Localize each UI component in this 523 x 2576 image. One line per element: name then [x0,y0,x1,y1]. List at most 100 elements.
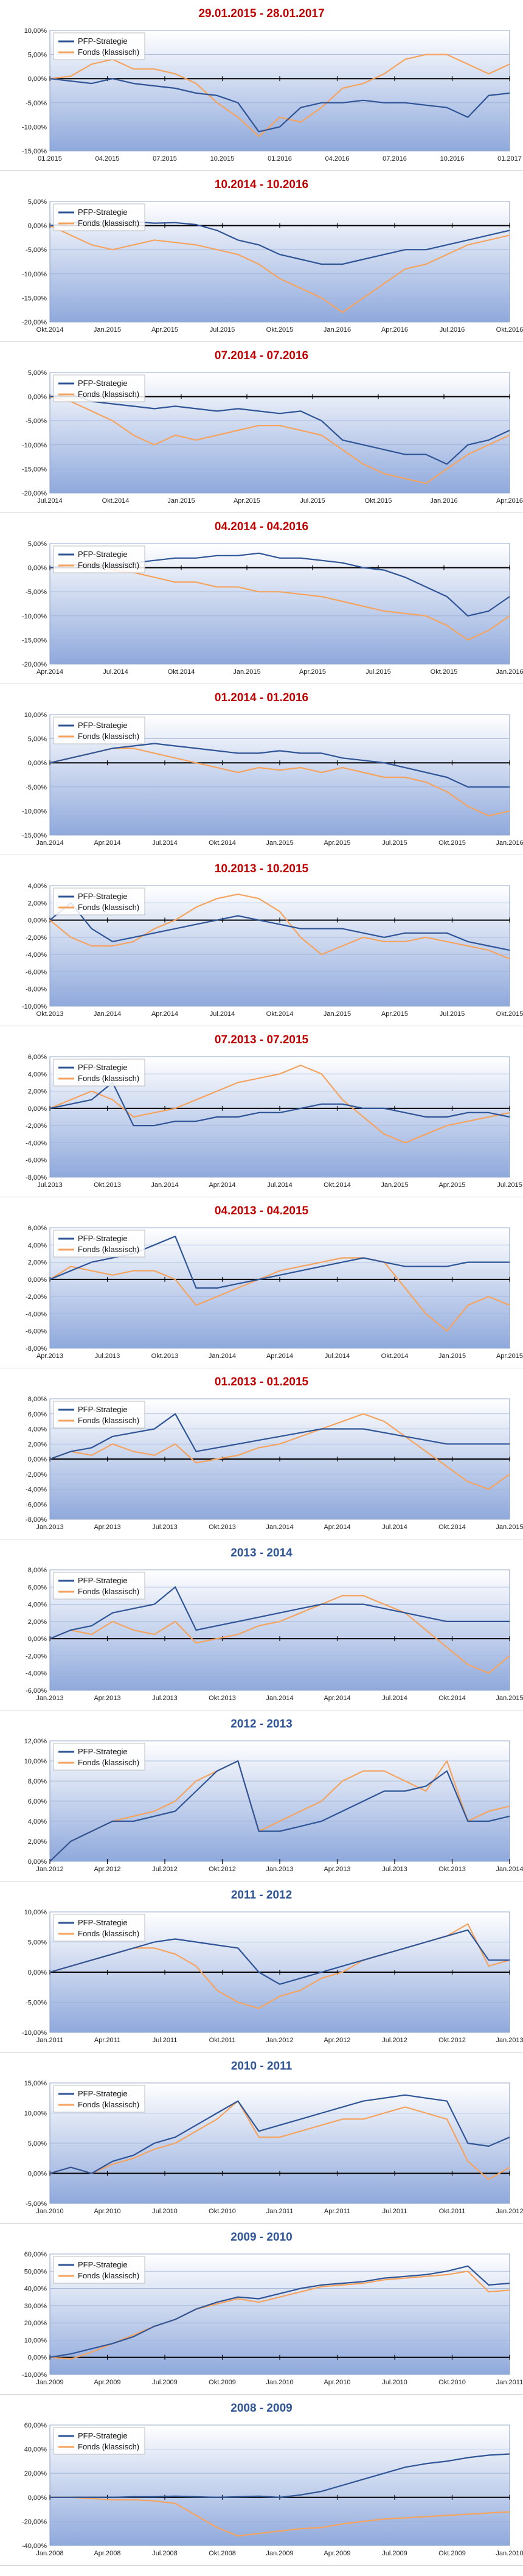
y-tick-label: 10,00% [24,1909,47,1916]
x-tick-label: Apr.2014 [266,1353,293,1360]
x-tick-label: Apr.2008 [94,2550,120,2557]
x-tick-label: Jul.2015 [440,1010,465,1018]
y-tick-label: -15,00% [22,637,47,644]
x-tick-label: Okt.2012 [438,2037,466,2044]
x-tick-label: 07.2016 [383,155,407,163]
x-tick-label: Jul.2014 [37,497,63,505]
x-tick-label: Okt.2014 [381,1353,409,1360]
y-tick-label: -6,00% [26,1157,47,1164]
x-tick-label: Apr.2012 [94,1866,120,1873]
x-tick-label: Jul.2013 [95,1353,120,1360]
chart-svg: 2011 - 2012 10,00% 5,00% 0,00% -5,00% -10,00%… [22,1889,523,2044]
x-tick-label: Okt.2015 [438,839,466,847]
legend-label: PFP-Strategie [78,2431,128,2440]
legend-label: PFP-Strategie [78,1747,128,1756]
y-tick-label: 10,00% [24,1758,47,1765]
x-tick-label: Jan.2011 [266,2208,293,2215]
x-tick-label: Jul.2012 [382,2037,407,2044]
y-tick-label: 2,00% [28,1619,47,1626]
y-tick-label: -4,00% [26,1486,47,1494]
y-tick-label: 0,00% [28,917,47,925]
x-tick-label: Jan.2008 [36,2550,63,2557]
y-tick-label: -5,00% [26,247,47,254]
series-line-fonds [49,54,510,138]
chart-panel: 2013 - 2014 8,00% 6,00% 4,00% 2,00% 0,00% -2,0… [0,1539,523,1710]
x-tick-label: 01.2017 [497,155,522,163]
series-line-fonds [49,396,510,485]
x-tick-label: Apr.2010 [324,2379,350,2386]
x-tick-label: Jan.2016 [324,326,351,334]
x-tick-label: Jan.2014 [266,1524,293,1531]
x-tick-label: Okt.2014 [36,326,64,334]
x-tick-label: Okt.2010 [209,2208,236,2215]
chart-panel: 07.2013 - 07.2015 6,00% 4,00% 2,00% 0,00% -2,… [0,1026,523,1197]
y-tick-label: 4,00% [28,1818,47,1825]
x-tick-label: Jan.2016 [496,668,523,676]
series-line-pfp [49,1929,510,1985]
x-tick-label: 01.2016 [268,155,292,163]
x-tick-label: Jul.2014 [103,668,128,676]
legend-label: Fonds (klassisch) [78,390,139,399]
series-line-pfp [49,1413,510,1460]
chart-panel: 2010 - 2011 15,00% 10,00% 5,00% 0,00% -5,00% J… [0,2053,523,2224]
legend-box [53,1059,145,1087]
y-tick-label: 10,00% [24,2337,47,2344]
x-tick-label: Okt.2015 [365,497,392,505]
x-tick-label: Jan.2015 [233,668,260,676]
y-tick-label: -5,00% [26,100,47,107]
x-tick-label: Apr.2015 [324,839,350,847]
x-tick-label: Jan.2015 [94,326,121,334]
x-tick-label: Jan.2016 [430,497,457,505]
y-tick-label: 5,00% [28,369,47,377]
y-tick-label: 60,00% [24,2422,47,2429]
y-tick-label: 12,00% [24,1738,47,1745]
y-tick-label: 10,00% [24,2110,47,2118]
y-tick-label: 0,00% [28,2354,47,2362]
y-tick-label: 5,00% [28,2140,47,2147]
chart-svg: 04.2013 - 04.2015 6,00% 4,00% 2,00% 0,00% -2,… [26,1205,523,1360]
y-tick-label: -10,00% [22,613,47,620]
x-tick-label: Jul.2015 [365,668,391,676]
x-tick-label: Okt.2012 [209,1866,236,1873]
x-tick-label: Jul.2008 [152,2550,178,2557]
chart-title: 07.2014 - 07.2016 [215,349,308,362]
x-tick-label: Jan.2014 [151,1181,178,1189]
x-tick-label: 07.2015 [153,155,177,163]
y-tick-label: -8,00% [26,1516,47,1524]
y-tick-label: 0,00% [28,1276,47,1284]
legend-box [53,2427,145,2455]
legend-label: PFP-Strategie [78,208,128,217]
x-tick-label: Apr.2011 [324,2208,350,2215]
y-tick-label: 40,00% [24,2286,47,2293]
x-tick-label: Jan.2013 [496,2037,523,2044]
x-tick-label: Apr.2014 [36,668,63,676]
x-tick-label: Jul.2009 [382,2550,407,2557]
chart-title: 29.01.2015 - 28.01.2017 [198,7,324,20]
x-tick-label: Jan.2013 [36,1524,63,1531]
y-tick-label: 8,00% [28,1567,47,1574]
series-line-pfp [49,1082,510,1127]
chart-title: 04.2013 - 04.2015 [215,1205,309,1217]
x-tick-label: Jul.2015 [382,839,407,847]
series-line-fonds [49,225,510,313]
x-tick-label: Jan.2014 [94,1010,121,1018]
series-line-pfp [49,393,510,465]
x-tick-label: Okt.2014 [168,668,195,676]
y-tick-label: -5,00% [26,589,47,596]
legend-label: PFP-Strategie [78,2260,128,2269]
x-tick-label: Apr.2013 [36,1353,63,1360]
chart-svg: 10.2014 - 10.2016 5,00% 0,00% -5,00% -10,00%… [22,178,523,334]
y-tick-label: 2,00% [28,1838,47,1846]
series-line-pfp [49,1760,510,1862]
x-tick-label: Okt.2009 [209,2379,236,2386]
chart-svg: 07.2013 - 07.2015 6,00% 4,00% 2,00% 0,00% -2,… [26,1034,522,1189]
chart-panel: 2012 - 2013 12,00% 10,00% 8,00% 6,00% 4,00% 2,… [0,1710,523,1881]
x-tick-label: Apr.2015 [299,668,326,676]
y-tick-label: 20,00% [24,2320,47,2327]
legend-box [53,2085,145,2113]
x-tick-label: Apr.2016 [381,326,408,334]
y-tick-label: -40,00% [22,2543,47,2550]
x-tick-label: Apr.2016 [496,497,523,505]
y-tick-label: 0,00% [28,223,47,230]
